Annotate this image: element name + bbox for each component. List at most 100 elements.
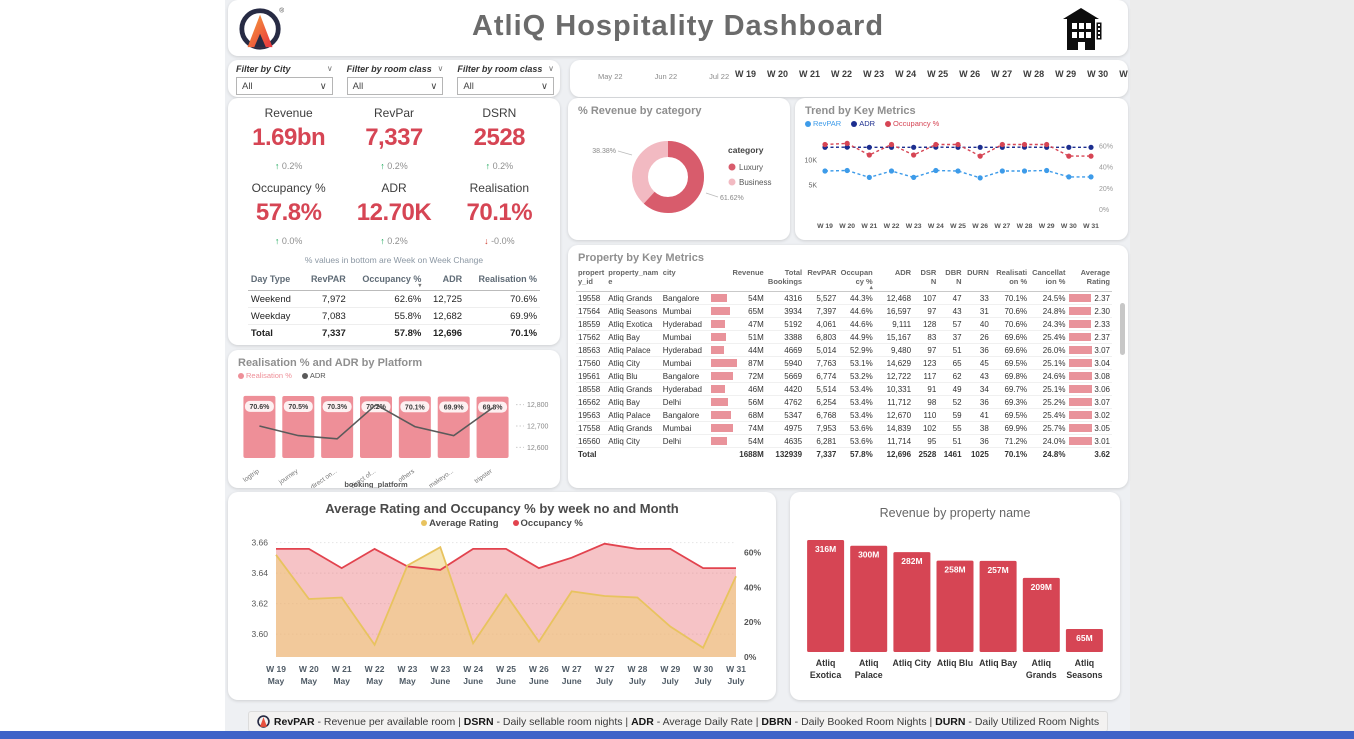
- trend-point[interactable]: [888, 141, 895, 148]
- property-table-header[interactable]: Cancellation %: [1029, 268, 1068, 292]
- revenue-bar-atliq-city[interactable]: [893, 552, 931, 652]
- trend-point[interactable]: [844, 144, 850, 150]
- week-tab[interactable]: W 26: [959, 69, 981, 79]
- week-tab[interactable]: W 20: [767, 69, 789, 79]
- month-tab[interactable]: Jun 22: [654, 72, 678, 81]
- table-scrollbar[interactable]: [1120, 303, 1125, 355]
- trend-point[interactable]: [1088, 153, 1094, 159]
- trend-point[interactable]: [1088, 174, 1094, 180]
- trend-point[interactable]: [1044, 141, 1050, 148]
- table-row[interactable]: 19563 Atliq Palace Bangalore 68M 5347 6,768 53…: [576, 408, 1112, 422]
- chevron-down-icon[interactable]: ∨: [548, 64, 555, 73]
- trend-point[interactable]: [866, 174, 872, 180]
- property-table-header[interactable]: DSRN: [913, 268, 939, 292]
- rating-line[interactable]: [275, 545, 737, 650]
- revenue-bar-atliq-palace[interactable]: [850, 545, 888, 652]
- revenue-bar-atliq-grands[interactable]: [1022, 577, 1060, 652]
- property-table-header[interactable]: Occupancy % ▴: [838, 268, 875, 292]
- day-type-row[interactable]: Weekday 7,083 55.8% 12,682 69.9%: [247, 307, 541, 325]
- filter-select[interactable]: All ∨: [346, 77, 444, 95]
- trend-point[interactable]: [822, 141, 828, 148]
- property-table-header[interactable]: property_id: [576, 268, 607, 292]
- month-tab[interactable]: Jul 22: [709, 72, 730, 81]
- trend-point[interactable]: [866, 144, 872, 150]
- week-tab[interactable]: W 24: [895, 69, 917, 79]
- week-tab[interactable]: W 28: [1023, 69, 1045, 79]
- week-tab[interactable]: W 22: [831, 69, 853, 79]
- day-type-header[interactable]: Day Type: [247, 272, 302, 291]
- trend-point[interactable]: [888, 168, 895, 174]
- day-type-header[interactable]: Realisation %: [465, 272, 541, 291]
- property-table-header[interactable]: city: [660, 268, 710, 292]
- property-table-header[interactable]: RevPAR: [804, 268, 839, 292]
- week-tab[interactable]: W 31: [1119, 69, 1128, 79]
- trend-point[interactable]: [1021, 168, 1028, 174]
- trend-point[interactable]: [1021, 141, 1028, 148]
- table-row[interactable]: 18559 Atliq Exotica Hyderabad 47M 5192 4,061 4…: [576, 317, 1112, 331]
- occupancy-line[interactable]: [276, 542, 736, 571]
- month-tab[interactable]: May 22: [598, 72, 623, 81]
- week-tab[interactable]: W 30: [1087, 69, 1109, 79]
- filter-select[interactable]: All ∨: [236, 77, 333, 95]
- day-type-row[interactable]: Weekend 7,972 62.6% 12,725 70.6%: [247, 290, 541, 308]
- trend-point[interactable]: [911, 174, 917, 180]
- trend-point[interactable]: [844, 167, 850, 174]
- property-table-header[interactable]: property_name: [606, 268, 661, 292]
- trend-point[interactable]: [955, 141, 961, 148]
- legend-item[interactable]: Average Rating: [421, 518, 499, 529]
- revenue-bar-atliq-exotica[interactable]: [807, 540, 845, 652]
- trend-point[interactable]: [955, 168, 961, 174]
- table-row[interactable]: 19561 Atliq Blu Bangalore 72M 5669 6,774 53.2%…: [576, 369, 1112, 383]
- week-tab[interactable]: W 19: [735, 69, 757, 79]
- property-table-header[interactable]: Total Bookings: [765, 268, 805, 292]
- week-tab[interactable]: W 21: [799, 69, 821, 79]
- legend-item[interactable]: ADR: [301, 371, 326, 380]
- donut-slice-luxury[interactable]: [632, 141, 704, 213]
- legend-item-adr[interactable]: ADR: [851, 119, 875, 128]
- trend-point[interactable]: [911, 152, 917, 158]
- legend-item-revpar[interactable]: RevPAR: [805, 119, 841, 128]
- legend-item-occupancy-[interactable]: Occupancy %: [885, 119, 939, 128]
- trend-point[interactable]: [1066, 174, 1072, 180]
- property-table-header[interactable]: DBRN: [938, 268, 964, 292]
- revenue-bar-atliq-blu[interactable]: [936, 560, 974, 652]
- day-type-header[interactable]: ADR: [424, 272, 466, 291]
- day-type-header[interactable]: Occupancy % ▾: [348, 272, 425, 291]
- property-table-header[interactable]: Revenue: [709, 268, 766, 292]
- trend-point[interactable]: [866, 152, 872, 158]
- trend-point[interactable]: [1066, 153, 1072, 159]
- trend-point[interactable]: [1044, 167, 1050, 174]
- trend-point[interactable]: [911, 144, 917, 150]
- table-row[interactable]: 17562 Atliq Bay Mumbai 51M 3388 6,803 44.9% 15,…: [576, 330, 1112, 344]
- trend-point[interactable]: [999, 168, 1005, 174]
- legend-item[interactable]: Realisation %: [238, 371, 292, 380]
- revenue-bar-atliq-bay[interactable]: [979, 560, 1017, 652]
- table-row[interactable]: 16562 Atliq Bay Delhi 56M 4762 6,254 53.4% 11,7…: [576, 395, 1112, 409]
- revenue-bar-atliq-seasons[interactable]: [1065, 629, 1103, 652]
- week-tab[interactable]: W 29: [1055, 69, 1077, 79]
- trend-point[interactable]: [844, 140, 850, 146]
- table-row[interactable]: 18558 Atliq Grands Hyderabad 46M 4420 5,514 53…: [576, 382, 1112, 396]
- property-table-header[interactable]: Realisation %: [990, 268, 1030, 292]
- day-type-header[interactable]: RevPAR: [301, 272, 349, 291]
- property-table-header[interactable]: DURN: [963, 268, 991, 292]
- trend-point[interactable]: [822, 168, 828, 174]
- table-row[interactable]: 17564 Atliq Seasons Mumbai 65M 3934 7,397 44.6…: [576, 304, 1112, 318]
- table-row[interactable]: 17560 Atliq City Mumbai 87M 5940 7,763 53.1% 14…: [576, 356, 1112, 370]
- trend-point[interactable]: [933, 141, 939, 148]
- chevron-down-icon[interactable]: ∨: [437, 64, 444, 73]
- chevron-down-icon[interactable]: ∨: [326, 64, 333, 73]
- legend-item[interactable]: Occupancy %: [512, 518, 583, 529]
- week-tab[interactable]: W 27: [991, 69, 1013, 79]
- trend-point[interactable]: [977, 144, 983, 150]
- trend-point[interactable]: [933, 167, 939, 174]
- table-row[interactable]: 18563 Atliq Palace Hyderabad 44M 4669 5,014 52…: [576, 343, 1112, 357]
- week-tab[interactable]: W 25: [927, 69, 949, 79]
- trend-point[interactable]: [999, 141, 1005, 148]
- property-table-header[interactable]: Average Rating: [1067, 268, 1112, 292]
- trend-point[interactable]: [1066, 144, 1072, 150]
- day-type-row[interactable]: Total 7,337 57.8% 12,696 70.1%: [247, 324, 541, 341]
- filter-select[interactable]: All ∨: [457, 77, 555, 95]
- table-row[interactable]: 19558 Atliq Grands Bangalore 54M 4316 5,527 44…: [576, 291, 1112, 305]
- trend-point[interactable]: [977, 153, 983, 159]
